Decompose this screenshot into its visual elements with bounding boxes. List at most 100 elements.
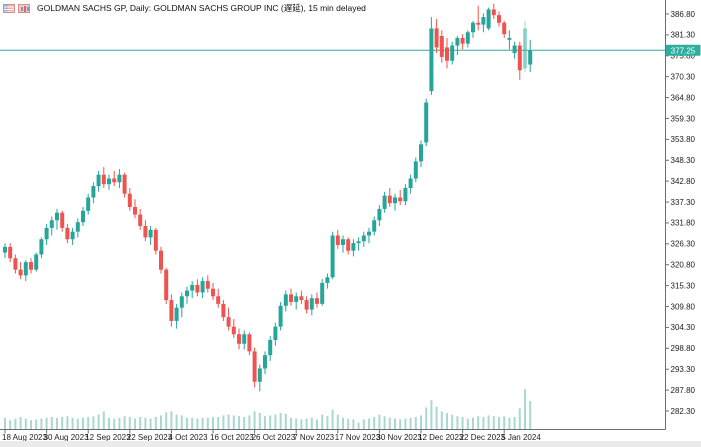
volume-bar [14,418,17,429]
volume-bar [435,406,438,429]
candle-body [476,22,481,25]
current-price-badge-bg [666,44,701,56]
volume-series [4,389,532,429]
candle-body [325,277,330,283]
price-tick-label: 364.80 [671,93,696,102]
volume-bar [368,418,370,429]
volume-bar [362,419,365,429]
volume-bar [352,419,355,429]
time-tick-label: 12 Dec 2023 [418,433,464,442]
volume-bar [35,419,38,429]
volume-bar [113,418,116,429]
volume-bar [160,415,162,429]
candle-body [486,9,491,29]
candle-body [18,269,23,276]
table-icon-right [8,4,14,12]
volume-bar [253,411,256,429]
volume-bar [399,419,402,429]
candle-body [351,243,356,251]
time-tick-label: 17 Nov 2023 [335,433,381,442]
volume-bar [331,409,334,429]
table-icon[interactable] [3,3,15,13]
volume-bar [128,417,131,429]
volume-bar [373,417,376,429]
price-tick-label: 331.80 [671,219,696,228]
candle-body [231,326,236,335]
candle-body [481,17,486,25]
volume-bar [50,417,53,429]
volume-bar [180,415,183,429]
candle-body [75,222,80,232]
candle-body [419,144,423,162]
volume-bar [170,411,173,429]
candle-body [34,254,39,270]
candle-body [356,241,361,244]
candle-body [315,298,319,304]
price-tick-label: 320.80 [671,261,696,270]
candle-body [81,210,85,223]
chart-icon-bar [21,6,23,11]
candle-body [330,235,335,278]
candle-body [205,281,210,289]
volume-bar [232,415,235,429]
volume-bar [123,416,126,429]
volume-bar [118,417,121,429]
volume-bar [206,417,209,429]
volume-bar [482,417,485,429]
volume-bar [61,417,64,429]
volume-bar [76,418,79,429]
bottom-panel-strip [0,441,701,447]
price-tick-label: 370.30 [671,72,696,81]
volume-bar [466,418,469,429]
candle-body [346,239,351,251]
volume-bar [513,417,516,429]
price-axis[interactable]: 386.80 381.30 375.80 370.30 364.80 359.30 353.… [665,0,696,430]
volume-bar [97,414,100,429]
volume-bar [404,418,407,429]
volume-bar [201,417,204,429]
volume-bar [529,401,532,429]
candle-body [39,239,44,255]
volume-bar [518,408,521,429]
candle-body [179,296,184,308]
volume-bar [71,417,74,429]
volume-bar [461,417,464,429]
candle-body [497,15,501,23]
volume-bar [446,413,448,429]
candle-body [200,281,205,293]
candle-body [23,262,28,276]
volume-bar [487,415,490,429]
candle-body [159,250,163,270]
candlestick-chart-icon[interactable] [18,3,30,13]
candle-body [320,282,325,304]
price-tick-label: 337.30 [671,198,696,207]
candle-body [424,102,429,143]
volume-bar [316,419,318,429]
candle-body [434,28,439,48]
volume-bar [347,418,350,429]
volume-bar [19,417,22,429]
price-tick-label: 359.30 [671,114,696,123]
volume-bar [264,416,266,429]
volume-bar [394,418,396,429]
candle-body [185,290,189,297]
candle-body [512,45,517,54]
volume-bar [420,415,422,429]
volume-bar [383,416,386,429]
volume-bar [134,418,136,429]
volume-bar [24,418,27,429]
candle-body [195,284,200,293]
candle-body [471,22,475,33]
candle-body [112,178,117,183]
candle-body [455,37,460,46]
candle-body [174,307,179,321]
candle-body [3,246,7,253]
time-tick-label: 18 Aug 2023 [2,433,47,442]
candle-body [398,197,403,202]
volume-bar [102,411,105,429]
candle-body [413,161,418,179]
volume-bar [409,417,412,429]
candle-body [523,28,527,69]
